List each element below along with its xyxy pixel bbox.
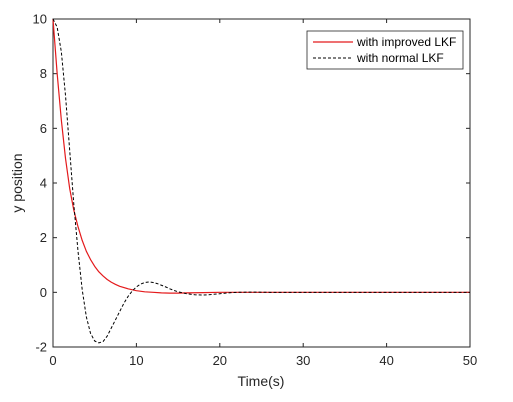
series-line-improved-lkf xyxy=(52,18,470,294)
y-tick-label: 8 xyxy=(40,66,47,81)
legend-label-normal: with normal LKF xyxy=(356,51,444,65)
x-tick-label: 40 xyxy=(379,353,393,368)
legend-label-improved: with improved LKF xyxy=(356,35,456,49)
y-axis-ticks: -2 0 2 4 6 8 10 xyxy=(33,12,470,355)
series-line-normal-lkf xyxy=(52,18,470,344)
x-tick-label: 10 xyxy=(129,353,143,368)
x-tick-label: 50 xyxy=(463,353,477,368)
y-tick-label: 2 xyxy=(40,230,47,245)
y-tick-label: 10 xyxy=(33,12,47,27)
x-tick-label: 0 xyxy=(49,353,56,368)
x-axis-label: Time(s) xyxy=(238,373,285,389)
legend: with improved LKF with normal LKF xyxy=(306,30,464,70)
y-tick-label: 6 xyxy=(40,121,47,136)
legend-box xyxy=(306,30,464,70)
series-layer xyxy=(52,18,470,344)
y-tick-label: 0 xyxy=(40,285,47,300)
x-tick-label: 30 xyxy=(296,353,310,368)
y-tick-label: -2 xyxy=(35,340,47,355)
x-tick-label: 20 xyxy=(213,353,227,368)
y-axis-label: y position xyxy=(9,153,25,212)
x-axis-ticks: 0 10 20 30 40 50 xyxy=(49,19,477,368)
y-tick-label: 4 xyxy=(40,176,47,191)
